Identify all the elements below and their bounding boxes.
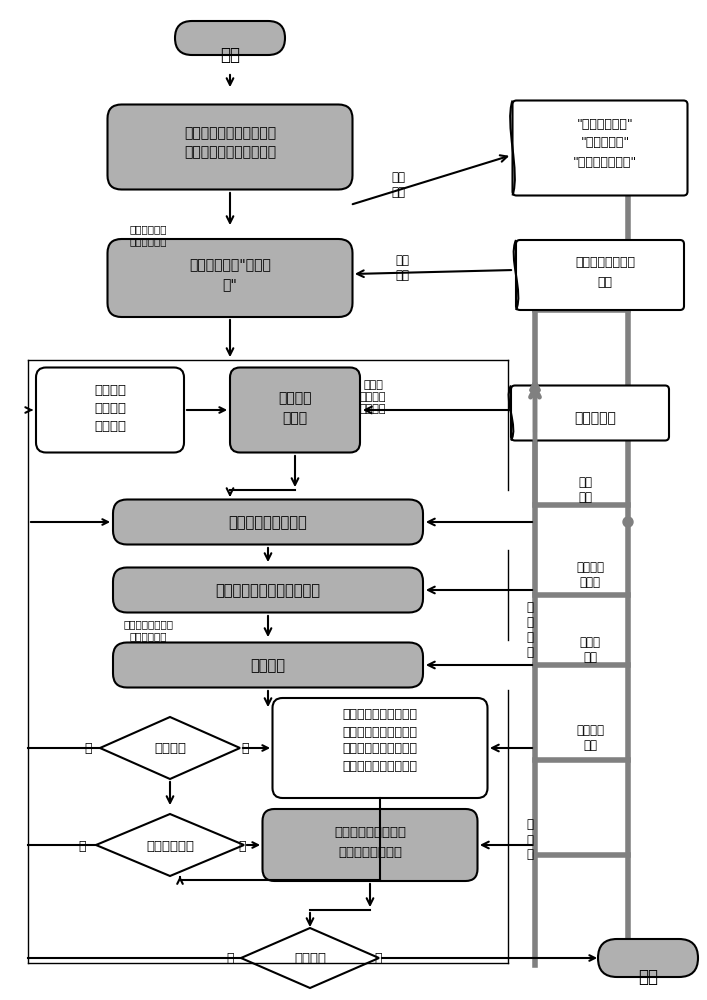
Text: 到达目标位置: 到达目标位置 [146, 840, 194, 852]
FancyBboxPatch shape [511, 385, 669, 440]
Text: 否: 否 [226, 952, 234, 966]
Text: 状态空间
定义: 状态空间 定义 [576, 724, 604, 752]
Polygon shape [241, 928, 379, 988]
Text: 是: 是 [84, 742, 92, 756]
Text: 开始: 开始 [220, 46, 240, 64]
Polygon shape [100, 717, 240, 779]
Text: "环境自由空间": "环境自由空间" [577, 117, 633, 130]
FancyBboxPatch shape [107, 239, 353, 317]
Text: 结
构
树: 结 构 树 [527, 818, 534, 861]
FancyBboxPatch shape [113, 499, 423, 544]
Text: 构建机械臂的"状态空: 构建机械臂的"状态空 [189, 257, 271, 271]
Text: 是: 是 [374, 952, 382, 966]
Text: 力学: 力学 [597, 276, 612, 290]
Polygon shape [96, 814, 244, 876]
FancyBboxPatch shape [516, 240, 684, 310]
Text: 从远端获: 从远端获 [94, 383, 126, 396]
FancyBboxPatch shape [107, 104, 353, 190]
Text: 机器人操作空
间的环境地图: 机器人操作空 间的环境地图 [129, 224, 167, 246]
Text: 状态
空间: 状态 空间 [391, 171, 405, 199]
Text: 是否结束: 是否结束 [294, 952, 326, 966]
Text: 控制
模型: 控制 模型 [395, 254, 409, 282]
FancyBboxPatch shape [36, 367, 184, 452]
Text: 将该空间位置设置成机: 将该空间位置设置成机 [342, 708, 418, 722]
Text: 间": 间" [223, 277, 238, 291]
FancyBboxPatch shape [113, 643, 423, 688]
FancyBboxPatch shape [598, 939, 698, 977]
Text: 成最终的运动轨迹: 成最终的运动轨迹 [338, 846, 402, 858]
Text: 否: 否 [241, 742, 249, 756]
Text: "机械臂控制空间": "机械臂控制空间" [573, 155, 637, 168]
FancyBboxPatch shape [272, 698, 488, 798]
Text: 随机生成运动控制量: 随机生成运动控制量 [228, 516, 308, 530]
Text: 个节点加入运动结构树: 个节点加入运动结构树 [342, 760, 418, 772]
Text: 基于运动学动力学虚拟运动: 基于运动学动力学虚拟运动 [216, 584, 320, 598]
Text: "障碍物空间": "障碍物空间" [580, 136, 630, 149]
FancyBboxPatch shape [175, 21, 285, 55]
Text: 控制
模型: 控制 模型 [578, 476, 592, 504]
Text: 是否碰撞: 是否碰撞 [154, 742, 186, 756]
FancyBboxPatch shape [513, 101, 687, 196]
Text: 结束: 结束 [638, 968, 658, 986]
Text: 运动动力
学模型: 运动动力 学模型 [576, 561, 604, 589]
Text: 将其连同控制量作为一: 将其连同控制量作为一 [342, 742, 418, 756]
Text: 预估的下一时刻机
械臂空间位置: 预估的下一时刻机 械臂空间位置 [123, 619, 173, 641]
Text: 障碍物
空间: 障碍物 空间 [580, 636, 600, 664]
Text: 机械臂运动学与动: 机械臂运动学与动 [575, 256, 635, 269]
FancyBboxPatch shape [230, 367, 360, 452]
Text: 取用户端: 取用户端 [94, 401, 126, 414]
Text: 结构树: 结构树 [282, 411, 308, 425]
Text: 手势数据: 手势数据 [94, 420, 126, 432]
Text: 是: 是 [238, 840, 246, 852]
Text: 基于深度传感器的八叉树: 基于深度传感器的八叉树 [184, 126, 276, 140]
Text: 创建运动: 创建运动 [279, 391, 312, 405]
Text: 器人新的初始位置，并: 器人新的初始位置，并 [342, 726, 418, 738]
Text: 轨
迹
节
点: 轨 迹 节 点 [527, 601, 534, 659]
Text: 否: 否 [78, 840, 86, 852]
FancyBboxPatch shape [262, 809, 477, 881]
FancyBboxPatch shape [113, 568, 423, 612]
Text: 制图法绘制环境三维地图: 制图法绘制环境三维地图 [184, 145, 276, 159]
Text: 运动结构树: 运动结构树 [574, 411, 616, 425]
Circle shape [623, 517, 633, 527]
Text: 碰撞检测: 碰撞检测 [250, 658, 286, 674]
Text: 遍历运动结构树，生: 遍历运动结构树，生 [334, 826, 406, 838]
Text: 结构树
初始位置
目标位置: 结构树 初始位置 目标位置 [360, 380, 386, 414]
